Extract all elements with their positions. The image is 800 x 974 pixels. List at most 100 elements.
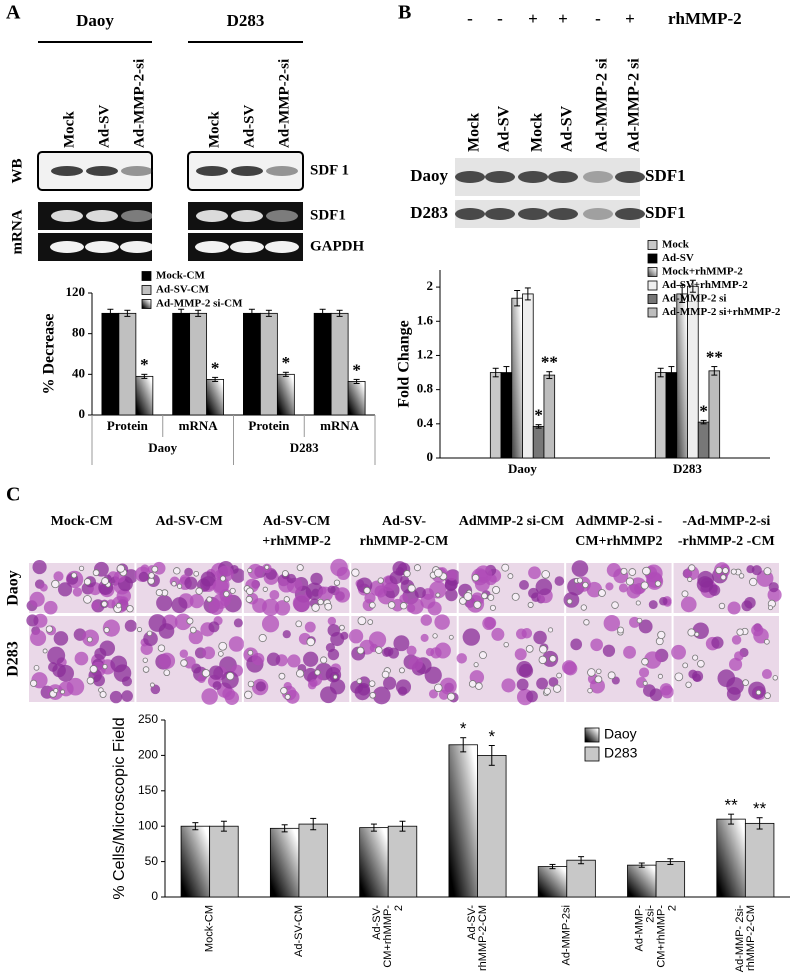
cell: [638, 619, 653, 634]
cell: [57, 582, 73, 597]
pore: [189, 626, 197, 634]
cell: [563, 661, 578, 676]
pore: [720, 574, 727, 581]
error-bar: [756, 817, 763, 830]
legend-swatch: [141, 285, 152, 295]
cell: [428, 689, 438, 699]
cell: [741, 600, 753, 612]
cell: [389, 571, 403, 585]
cell: [348, 629, 364, 644]
band-label: SDF1: [310, 207, 346, 223]
pore: [511, 592, 520, 601]
cell: [109, 690, 123, 704]
bar: [448, 744, 478, 898]
bar: [522, 293, 534, 459]
cell: [660, 685, 674, 699]
cell-line-label: D283: [227, 11, 265, 30]
pore: [481, 592, 488, 600]
pore: [764, 638, 770, 645]
pore: [102, 664, 108, 670]
cell: [282, 630, 291, 639]
cell: [521, 628, 533, 639]
band: [231, 210, 263, 222]
pore: [730, 568, 737, 575]
panel-label: A: [6, 2, 21, 24]
y-tick-label: 1.6: [417, 312, 434, 327]
pore: [262, 586, 268, 592]
pore: [473, 662, 479, 668]
band: [455, 171, 485, 183]
error-bar: [711, 366, 718, 376]
pore: [333, 579, 341, 586]
pore: [487, 594, 495, 601]
legend-label: Ad-MMP-2 si-CM: [156, 298, 243, 310]
pore: [413, 564, 421, 572]
pore: [611, 601, 619, 609]
annotation: **: [706, 347, 723, 366]
x-tick-label: Ad-SV-: [371, 905, 383, 940]
cell: [519, 579, 529, 590]
pore: [306, 637, 316, 647]
annotation: *: [352, 360, 361, 379]
pore: [657, 630, 666, 640]
lane-label: Ad-SV: [559, 105, 576, 152]
y-tick-label: 150: [138, 783, 158, 797]
pore: [448, 634, 454, 640]
x-tick-label: Ad-MMP- 2si-: [734, 905, 746, 973]
pore: [280, 687, 288, 695]
cell: [374, 585, 387, 598]
pore: [295, 620, 303, 628]
x-tick-label: 2: [666, 905, 678, 911]
lane-label: Ad-SV: [96, 104, 112, 148]
bar: [708, 370, 721, 459]
cell: [212, 681, 222, 690]
cell: [618, 583, 628, 593]
legend-label: Mock+rhMMP-2: [662, 266, 743, 278]
error-bar: [336, 309, 343, 317]
pore: [258, 633, 267, 643]
cell: [439, 677, 457, 695]
pore: [688, 564, 696, 572]
pore: [642, 680, 648, 686]
pore: [596, 668, 602, 675]
pore: [176, 583, 183, 589]
error-bar: [668, 366, 675, 380]
pore: [317, 598, 324, 606]
pore: [78, 565, 85, 571]
cell: [518, 663, 534, 678]
pore: [284, 693, 291, 700]
cell: [382, 647, 392, 657]
micrograph: [456, 616, 565, 706]
cell: [445, 588, 458, 602]
micrograph: [26, 559, 139, 615]
pore: [223, 590, 230, 598]
y-tick-label: 120: [66, 284, 86, 299]
cell: [325, 667, 342, 683]
pore: [247, 680, 255, 688]
cell: [590, 638, 603, 652]
band: [51, 166, 83, 176]
x-tick-label: rhMMP-2-CM: [477, 905, 489, 971]
cell: [124, 619, 137, 632]
pore: [580, 604, 587, 611]
pore: [468, 680, 477, 688]
cell: [189, 593, 204, 609]
pore: [71, 572, 78, 579]
annotation: **: [753, 799, 767, 818]
column-header: AdMMP-2-si -: [576, 514, 663, 529]
cell: [570, 638, 583, 651]
cell: [643, 684, 656, 697]
pore: [692, 654, 699, 661]
error-bar: [460, 737, 467, 753]
legend-label: Ad-MMP-2 si: [662, 293, 726, 305]
pore: [226, 671, 235, 681]
pore: [103, 626, 110, 634]
cell: [731, 635, 742, 645]
pore: [311, 603, 320, 612]
cell: [368, 631, 387, 649]
x-tick-label: Ad-MMP-2si: [561, 905, 573, 966]
cell: [603, 614, 621, 632]
cell: [393, 635, 410, 652]
micrograph: [671, 616, 779, 702]
cell: [671, 644, 686, 660]
